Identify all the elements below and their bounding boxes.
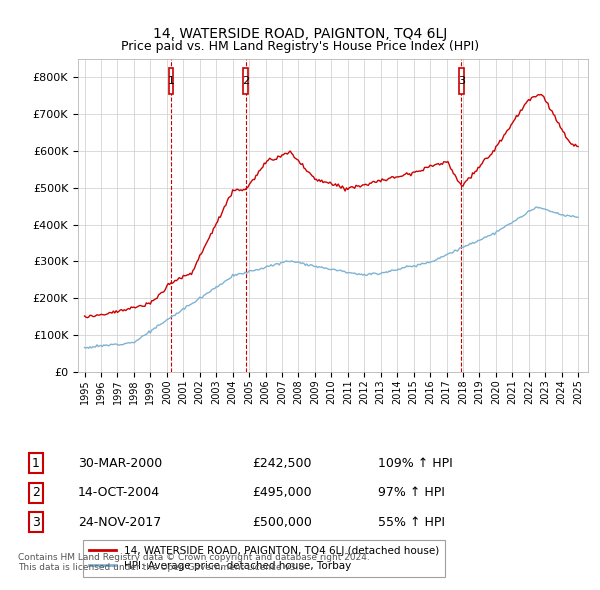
Text: £242,500: £242,500	[252, 457, 311, 470]
FancyBboxPatch shape	[244, 68, 248, 94]
Text: 24-NOV-2017: 24-NOV-2017	[78, 516, 161, 529]
Legend: 14, WATERSIDE ROAD, PAIGNTON, TQ4 6LJ (detached house), HPI: Average price, deta: 14, WATERSIDE ROAD, PAIGNTON, TQ4 6LJ (d…	[83, 539, 445, 577]
Text: 97% ↑ HPI: 97% ↑ HPI	[378, 486, 445, 499]
Text: 14, WATERSIDE ROAD, PAIGNTON, TQ4 6LJ: 14, WATERSIDE ROAD, PAIGNTON, TQ4 6LJ	[153, 27, 447, 41]
Text: 1: 1	[32, 457, 40, 470]
Text: This data is licensed under the Open Government Licence v3.0.: This data is licensed under the Open Gov…	[18, 563, 307, 572]
FancyBboxPatch shape	[169, 68, 173, 94]
Text: 3: 3	[458, 76, 465, 86]
Text: 3: 3	[32, 516, 40, 529]
Text: 14-OCT-2004: 14-OCT-2004	[78, 486, 160, 499]
Text: £500,000: £500,000	[252, 516, 312, 529]
Text: 2: 2	[242, 76, 249, 86]
Text: 55% ↑ HPI: 55% ↑ HPI	[378, 516, 445, 529]
Text: Price paid vs. HM Land Registry's House Price Index (HPI): Price paid vs. HM Land Registry's House …	[121, 40, 479, 53]
Text: 1: 1	[167, 76, 175, 86]
Text: Contains HM Land Registry data © Crown copyright and database right 2024.: Contains HM Land Registry data © Crown c…	[18, 553, 370, 562]
Text: 2: 2	[32, 486, 40, 499]
Text: 30-MAR-2000: 30-MAR-2000	[78, 457, 162, 470]
Text: £495,000: £495,000	[252, 486, 311, 499]
FancyBboxPatch shape	[459, 68, 464, 94]
Text: 109% ↑ HPI: 109% ↑ HPI	[378, 457, 453, 470]
